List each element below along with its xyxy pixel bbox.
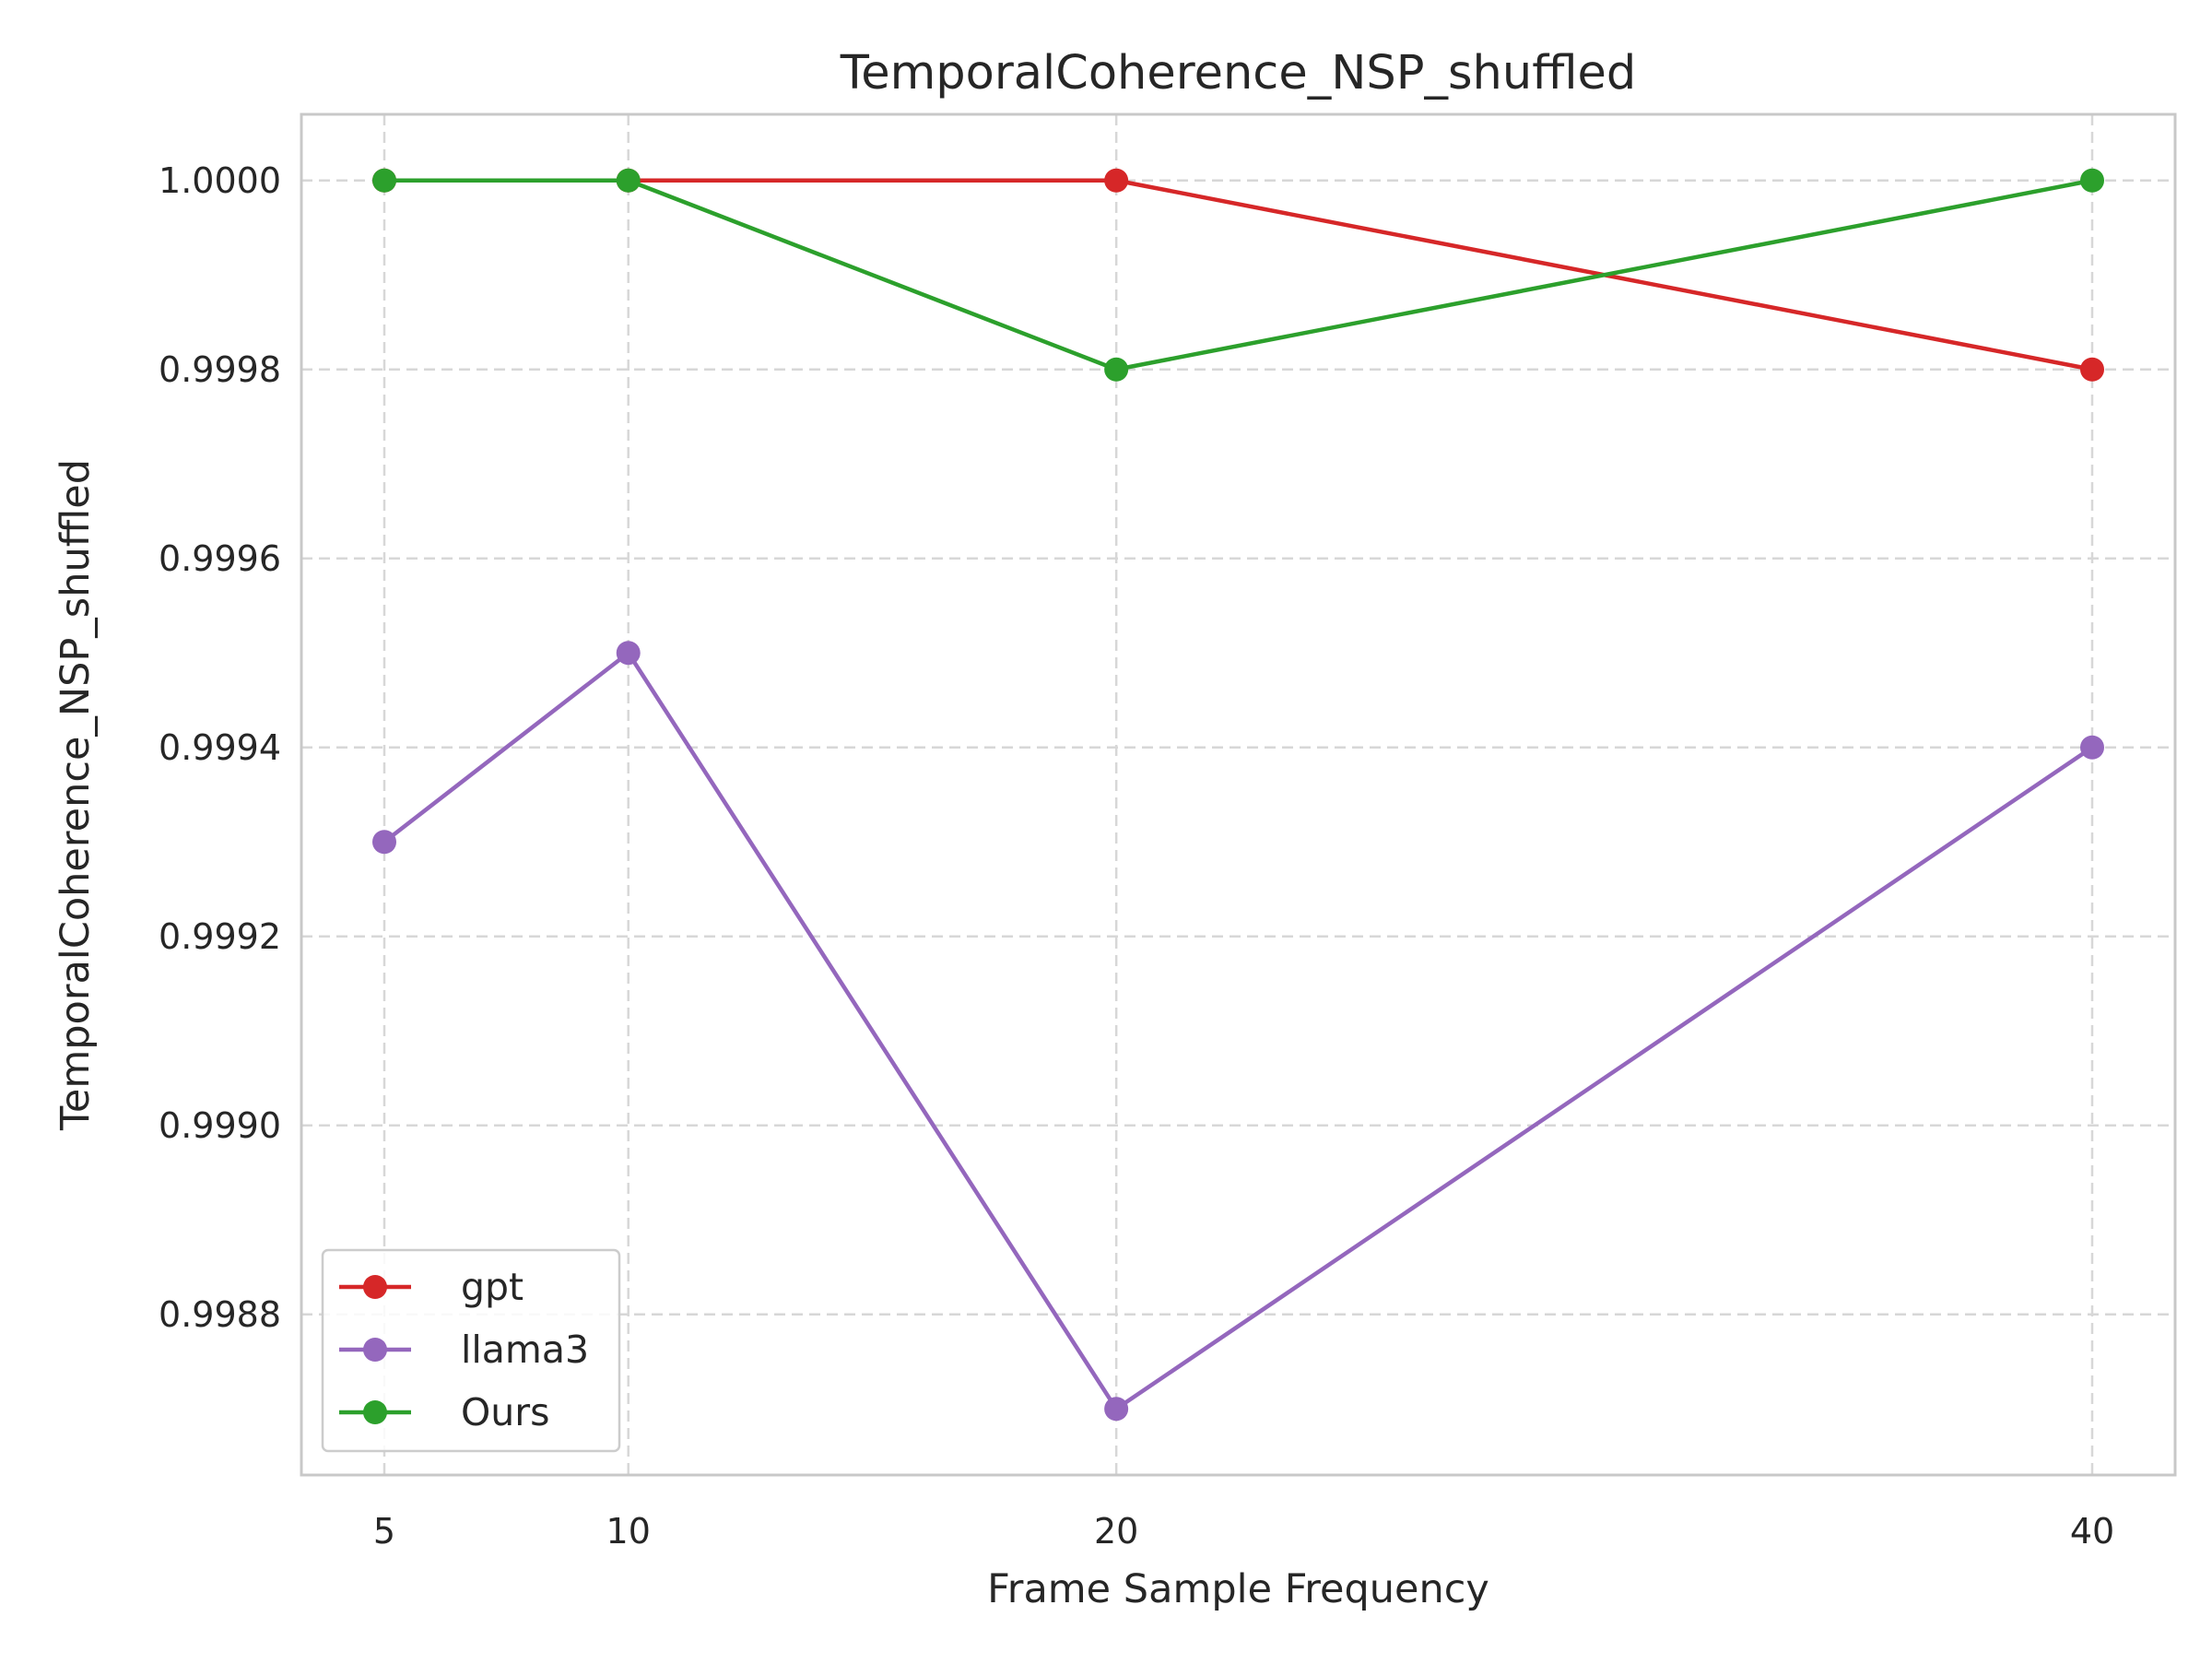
legend-label: llama3	[461, 1328, 589, 1372]
data-point	[372, 830, 397, 855]
x-tick-label: 40	[2070, 1511, 2114, 1552]
legend-item: gpt	[339, 1265, 524, 1309]
tick-labels: 5 10 20 40 0.9988 0.9990 0.9992 0.9994 0.9996 0.9…	[159, 160, 2114, 1552]
chart-title: TemporalCoherence_NSP_shuffled	[840, 46, 1637, 100]
legend-label: Ours	[461, 1390, 549, 1434]
legend-marker	[363, 1275, 387, 1299]
y-tick-label: 0.9994	[159, 727, 281, 768]
y-tick-label: 0.9998	[159, 349, 281, 390]
data-point	[1104, 168, 1129, 193]
y-tick-label: 0.9996	[159, 538, 281, 579]
y-tick-label: 0.9990	[159, 1105, 281, 1146]
x-axis-label: Frame Sample Frequency	[987, 1566, 1489, 1612]
legend: gpt llama3 Ours	[321, 1248, 621, 1453]
data-point	[616, 641, 641, 666]
grid	[301, 114, 2175, 1475]
data-point	[2079, 357, 2104, 382]
legend-item: Ours	[339, 1390, 549, 1434]
series-line	[384, 178, 2093, 372]
legend-box	[321, 1248, 621, 1453]
data-point	[616, 168, 641, 193]
x-tick-label: 10	[606, 1511, 651, 1552]
y-tick-label: 1.0000	[159, 160, 281, 201]
data-point	[1104, 357, 1129, 382]
data-point	[2079, 168, 2104, 193]
series-llama3	[372, 641, 2104, 1422]
legend-marker	[363, 1400, 387, 1424]
x-tick-label: 20	[1094, 1511, 1138, 1552]
y-tick-label: 0.9988	[159, 1294, 281, 1335]
y-tick-label: 0.9992	[159, 916, 281, 957]
legend-item: llama3	[339, 1328, 589, 1372]
series-line	[382, 651, 2094, 1411]
data-point	[372, 168, 397, 193]
data-point	[1104, 1397, 1129, 1422]
data-point	[2079, 735, 2104, 760]
y-axis-label: TemporalCoherence_NSP_shuffled	[53, 459, 99, 1131]
plot-frame	[300, 112, 2177, 1477]
legend-marker	[363, 1338, 387, 1362]
series-ours	[372, 168, 2104, 382]
series-layer	[372, 168, 2104, 1422]
legend-label: gpt	[461, 1265, 524, 1309]
x-tick-label: 5	[373, 1511, 395, 1552]
